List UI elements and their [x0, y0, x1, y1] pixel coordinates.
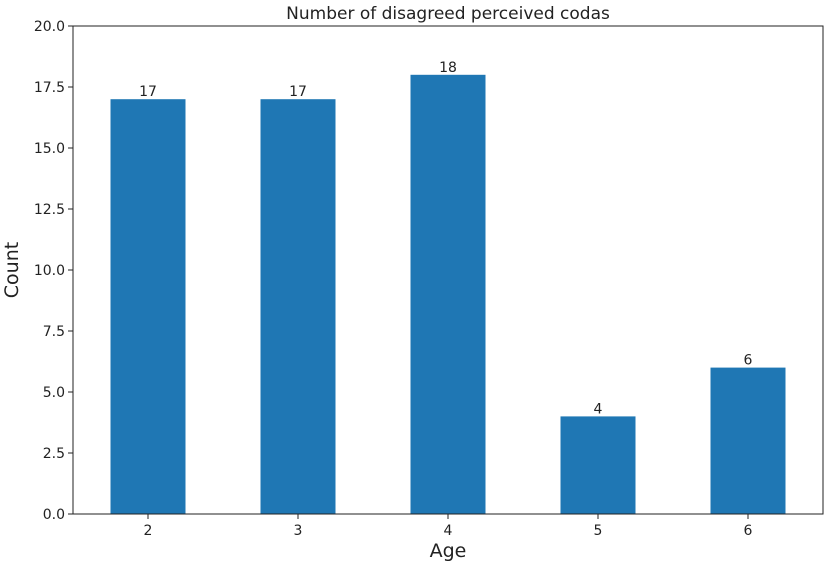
- bar-age-2: [110, 99, 186, 514]
- bar-value-label: 17: [139, 84, 157, 100]
- bar-age-3: [260, 99, 336, 514]
- chart-title: Number of disagreed perceived codas: [286, 4, 610, 24]
- bar-labels-group: 17 17 18 4 6: [139, 60, 752, 418]
- x-tick-label: 6: [744, 523, 753, 539]
- y-tick-label: 10.0: [34, 263, 65, 279]
- y-tick-label: 12.5: [34, 202, 65, 218]
- bar-age-6: [710, 367, 786, 514]
- x-tick-label: 3: [294, 523, 303, 539]
- y-tick-label: 7.5: [43, 324, 65, 340]
- plot-area-frame: [72, 25, 824, 515]
- bar-age-4: [410, 74, 486, 515]
- x-tick-label: 4: [444, 523, 453, 539]
- y-tick-label: 20.0: [34, 19, 65, 35]
- x-axis-label: Age: [430, 540, 467, 562]
- y-tick-label: 17.5: [34, 80, 65, 96]
- bars-group: [110, 74, 786, 515]
- bar-value-label: 18: [439, 60, 457, 76]
- bar-value-label: 6: [744, 353, 753, 369]
- y-axis-label: Count: [1, 242, 23, 298]
- bar-age-5: [560, 416, 636, 514]
- x-axis: 2 3 4 5 6: [144, 514, 753, 539]
- x-tick-label: 2: [144, 523, 153, 539]
- y-axis: 0.0 2.5 5.0 7.5 10.0 12.5 15.0 17.5 20.0: [34, 19, 73, 523]
- x-tick-label: 5: [594, 523, 603, 539]
- y-tick-label: 5.0: [43, 385, 65, 401]
- y-tick-label: 2.5: [43, 446, 65, 462]
- y-tick-label: 15.0: [34, 141, 65, 157]
- bar-value-label: 17: [289, 84, 307, 100]
- bar-value-label: 4: [594, 401, 603, 417]
- y-tick-label: 0.0: [43, 507, 65, 523]
